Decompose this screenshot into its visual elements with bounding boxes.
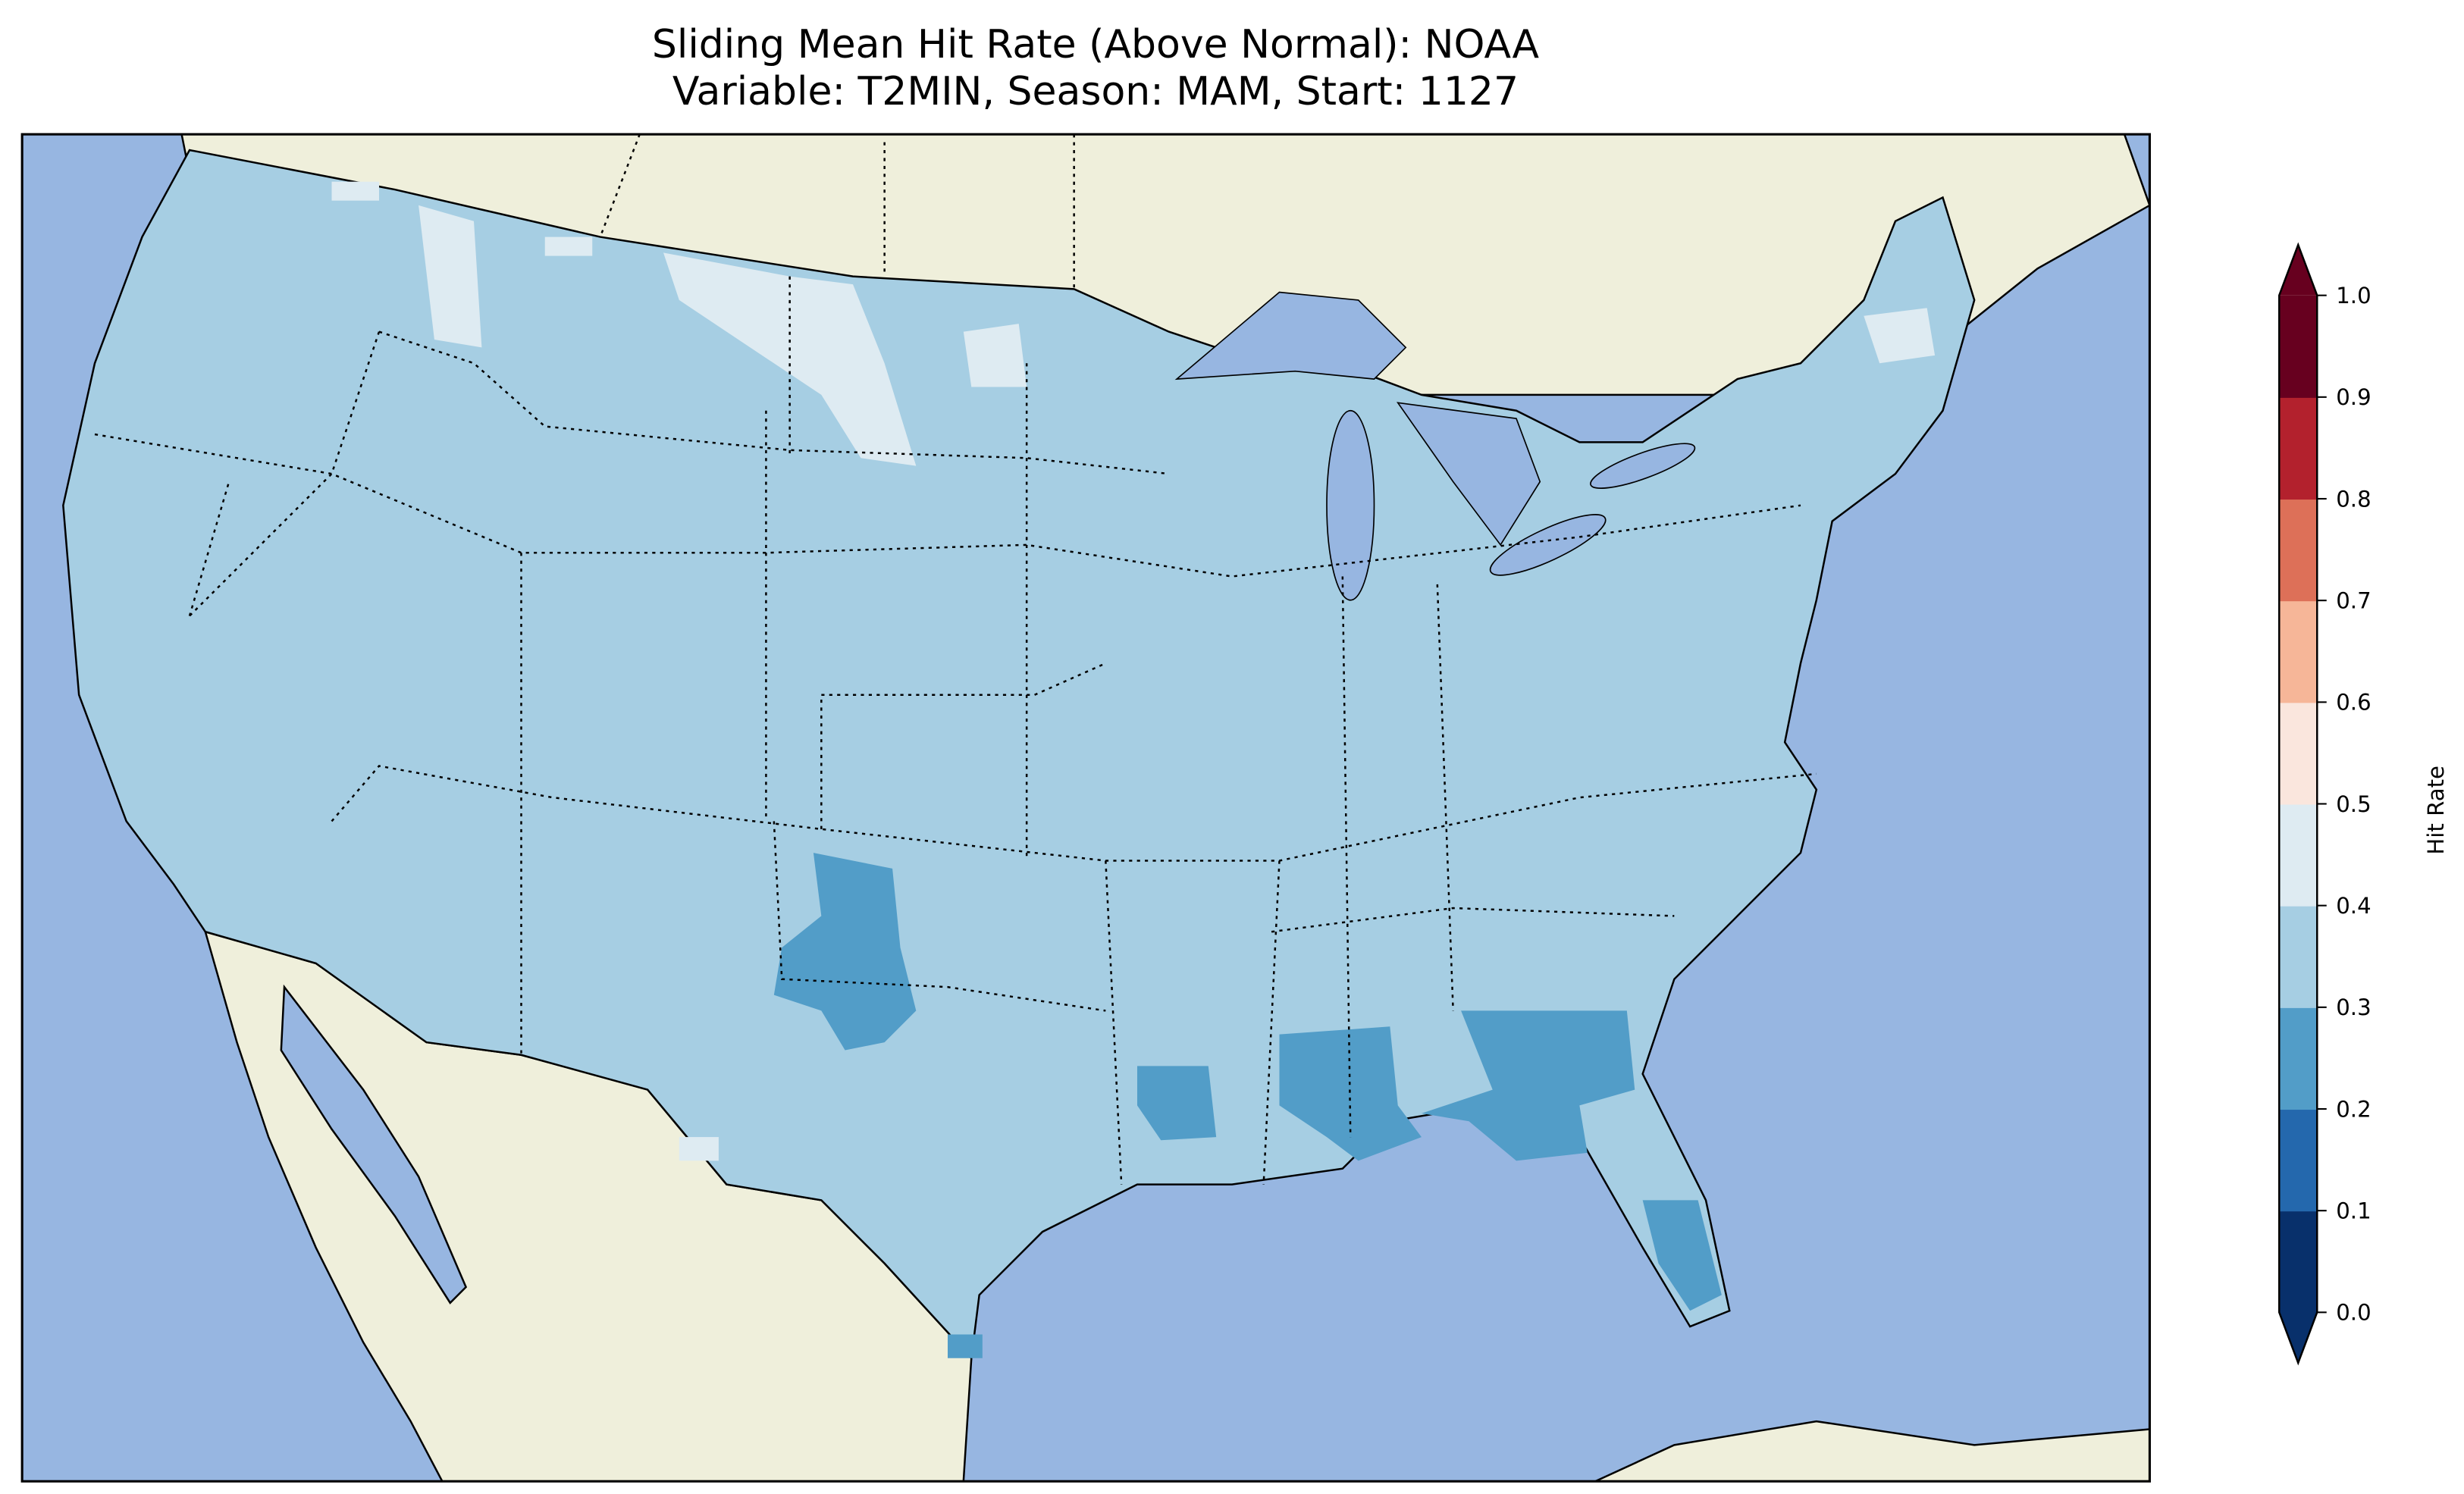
- gulf-of-california: [280, 984, 468, 1305]
- colorbar: 0.0 0.1 0.2 0.3 0.4 0.5 0.6 0.7 0.8 0.9 1.0: [2278, 242, 2372, 1366]
- colorbar-segment: [2279, 1007, 2318, 1110]
- state-borders: [94, 134, 1817, 1185]
- colorbar-segment: [2279, 396, 2318, 500]
- colorbar-tick-label: 0.7: [2336, 588, 2371, 614]
- colorbar-segment: [2279, 1211, 2318, 1314]
- great-lakes: [1174, 291, 1696, 601]
- colorbar-segment: [2279, 905, 2318, 1008]
- colorbar-tick-label: 0.5: [2336, 791, 2371, 817]
- colorbar-segment: [2279, 499, 2318, 602]
- colorbar-tick-label: 0.3: [2336, 994, 2371, 1020]
- map-area: [22, 134, 2150, 1482]
- colorbar-segment: [2279, 295, 2318, 398]
- colorbar-tick-label: 0.1: [2336, 1198, 2371, 1224]
- colorbar-segment: [2279, 1109, 2318, 1212]
- colorbar-segment: [2279, 702, 2318, 805]
- bin-0.2-0.3-patches: [773, 853, 1722, 1358]
- colorbar-tick-label: 0.4: [2336, 893, 2371, 919]
- chart-title: Sliding Mean Hit Rate (Above Normal): NO…: [0, 21, 2191, 115]
- bin-0.4-0.5-patches: [331, 181, 1936, 1161]
- map-frame: [20, 133, 2151, 1483]
- cuba-land: [1594, 1420, 2150, 1482]
- colorbar-tick-label: 0.8: [2336, 486, 2371, 512]
- colorbar-tick-label: 0.0: [2336, 1300, 2371, 1326]
- colorbar-segment: [2279, 803, 2318, 907]
- colorbar-tick-label: 0.2: [2336, 1096, 2371, 1122]
- colorbar-tick-label: 0.6: [2336, 690, 2371, 716]
- title-line-2: Variable: T2MIN, Season: MAM, Start: 112…: [672, 69, 1519, 114]
- colorbar-tick-label: 1.0: [2336, 283, 2371, 309]
- colorbar-label: Hit Rate: [2423, 766, 2449, 855]
- title-line-1: Sliding Mean Hit Rate (Above Normal): NO…: [651, 22, 1540, 67]
- colorbar-segment: [2279, 600, 2318, 703]
- colorbar-tick-label: 0.9: [2336, 384, 2371, 410]
- colorbar-extend-max: [2279, 245, 2318, 296]
- colorbar-extend-min: [2279, 1312, 2318, 1363]
